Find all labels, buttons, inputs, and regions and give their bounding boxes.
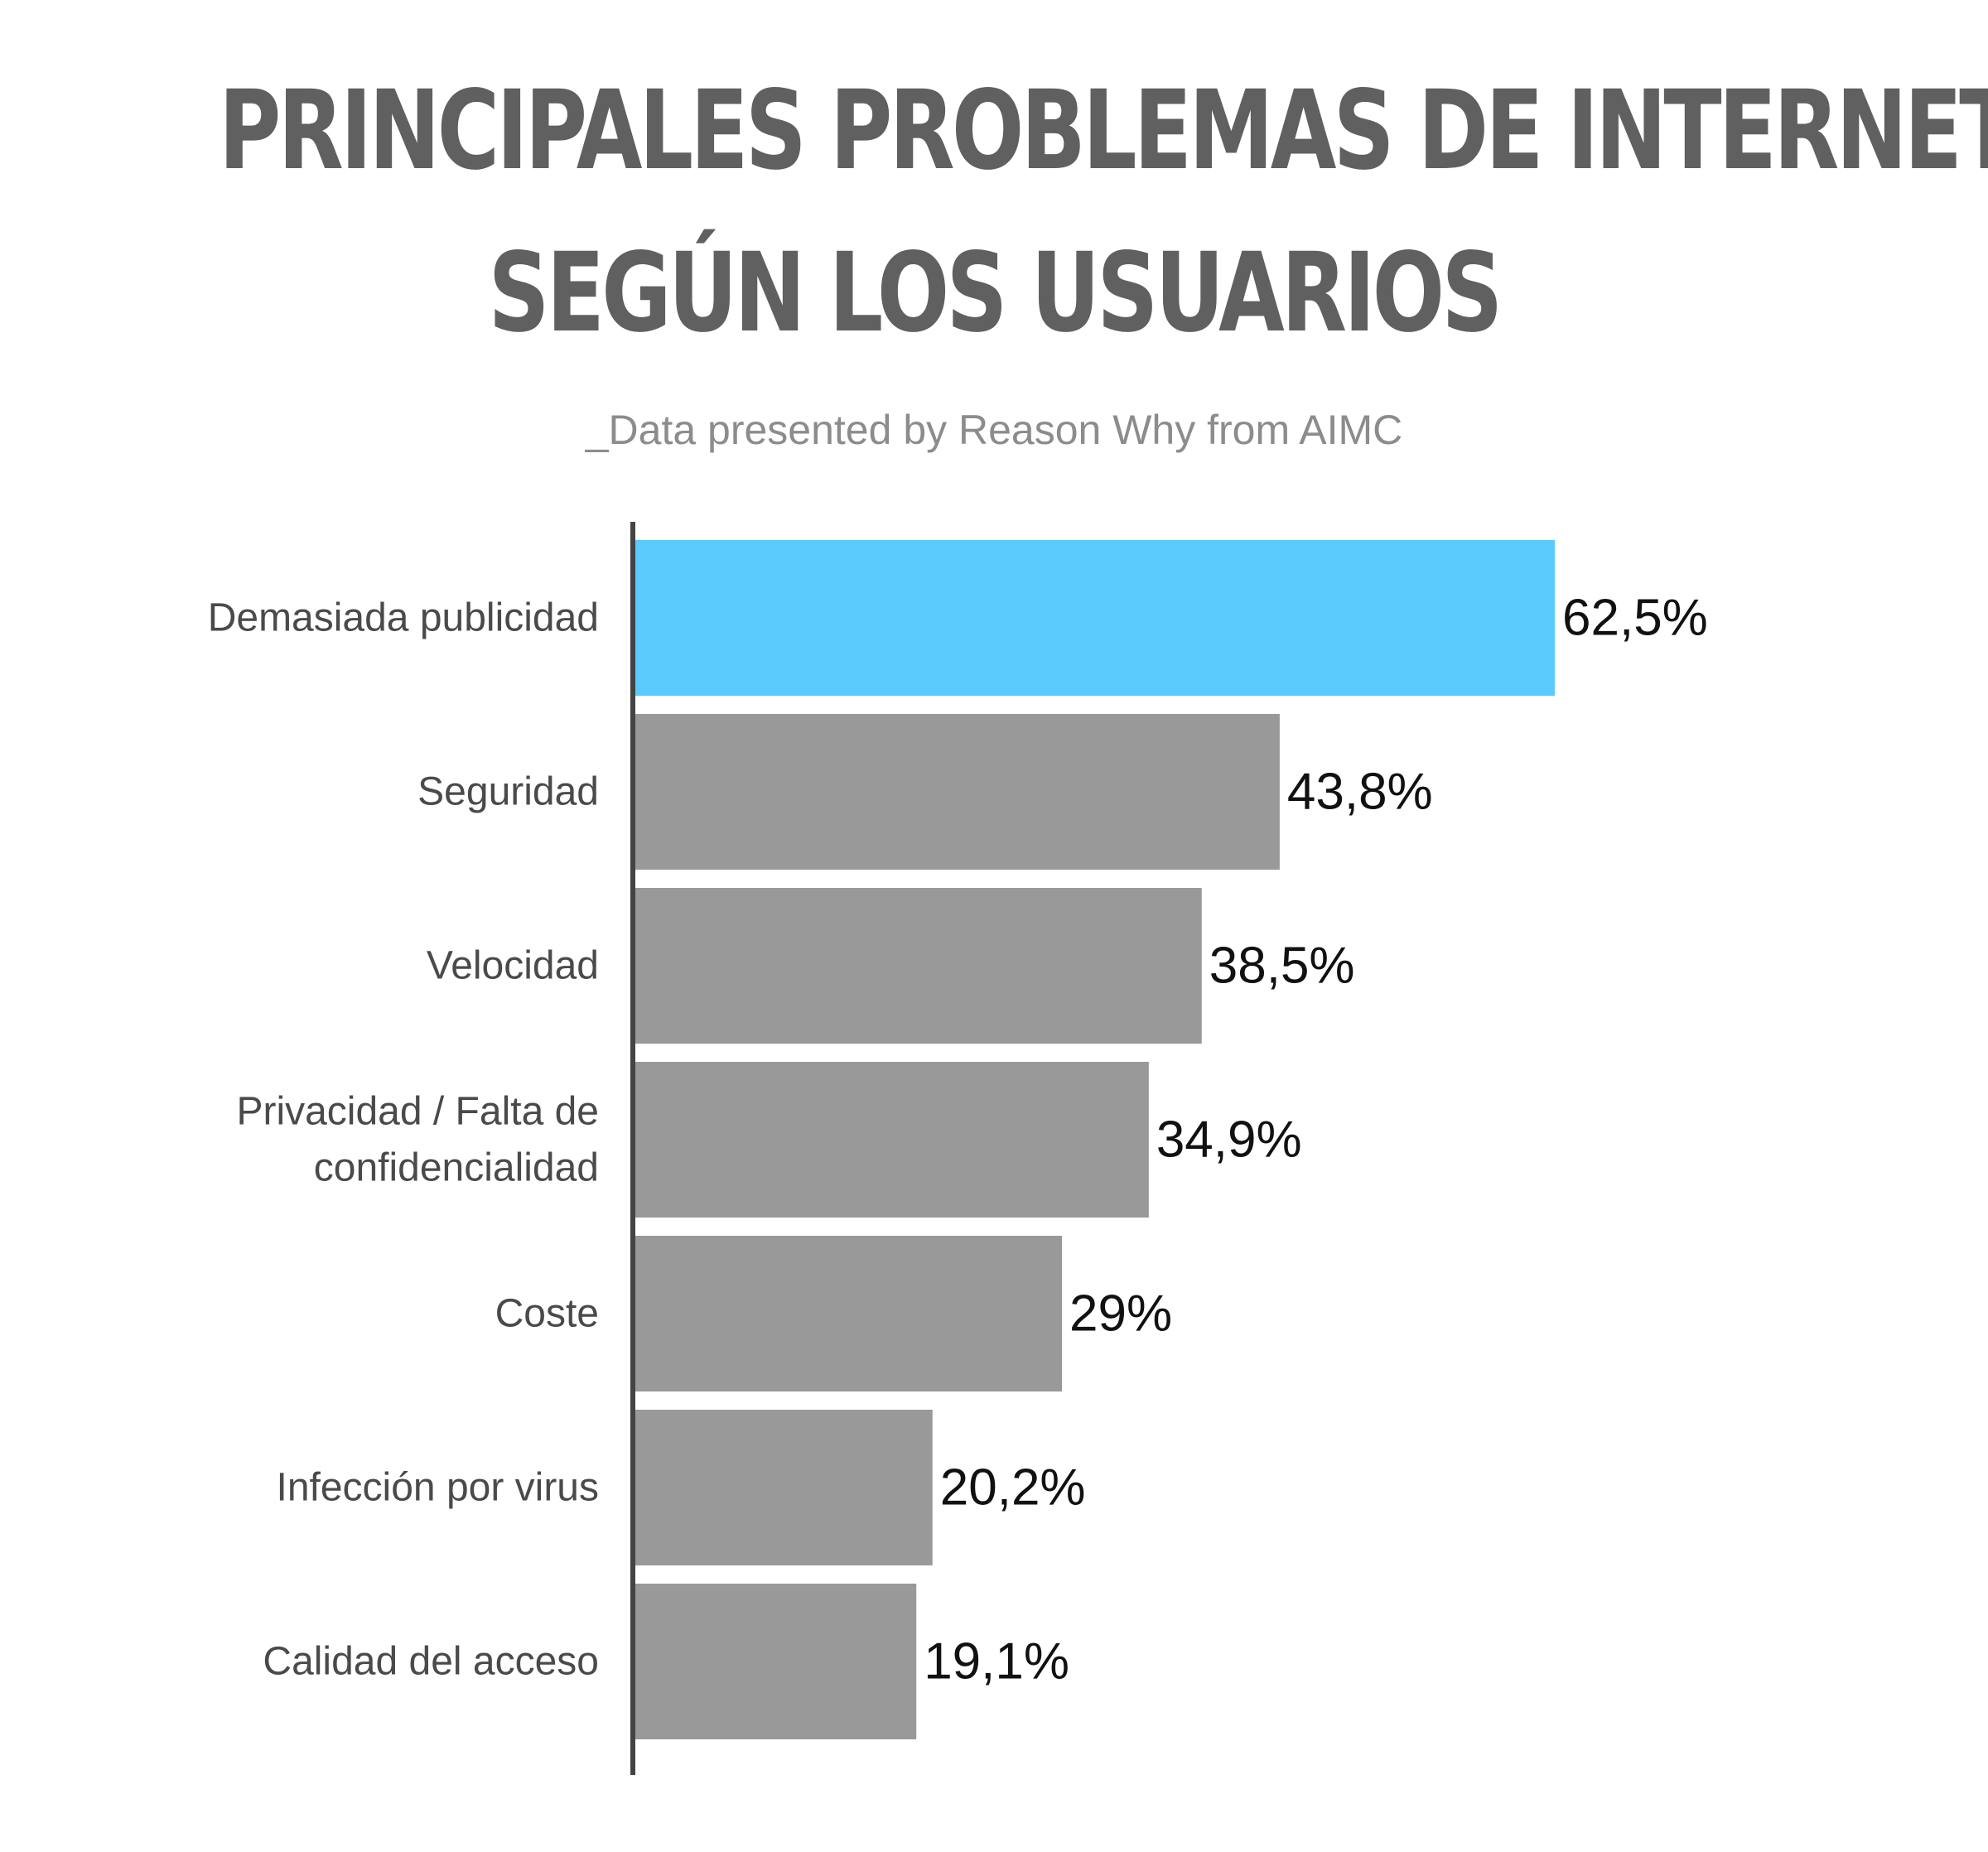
category-label-1: Seguridad: [417, 770, 599, 814]
value-label-6: 19,1%: [924, 1633, 1069, 1690]
value-label-5: 20,2%: [940, 1459, 1086, 1517]
bar-5: [635, 1410, 933, 1565]
bar-0: [635, 540, 1555, 696]
bar-4: [635, 1236, 1063, 1391]
category-label-5: Infección por virus: [276, 1466, 599, 1510]
chart-subtitle: _Data presented by Reason Why from AIMC: [585, 407, 1403, 453]
bar-2: [635, 888, 1202, 1044]
category-label-3-line-1: confidencialidad: [314, 1146, 599, 1190]
chart-title-line-1: PRINCIPALES PROBLEMAS DE INTERNET: [219, 67, 1988, 195]
category-label-3-line-0: Privacidad / Falta de: [236, 1090, 599, 1134]
category-label-0: Demasiada publicidad: [208, 596, 599, 640]
value-label-0: 62,5%: [1562, 590, 1708, 647]
bar-3: [635, 1062, 1149, 1218]
value-label-3: 34,9%: [1156, 1112, 1302, 1169]
bar-6: [635, 1584, 917, 1739]
value-label-2: 38,5%: [1209, 938, 1355, 995]
value-label-4: 29%: [1069, 1285, 1172, 1343]
value-label-1: 43,8%: [1287, 764, 1433, 821]
chart-title-line-2: SEGÚN LOS USUARIOS: [488, 229, 1503, 357]
category-label-6: Calidad del acceso: [263, 1640, 599, 1684]
category-label-4: Coste: [495, 1292, 599, 1336]
bar-1: [635, 714, 1280, 870]
category-label-2: Velocidad: [427, 944, 599, 988]
